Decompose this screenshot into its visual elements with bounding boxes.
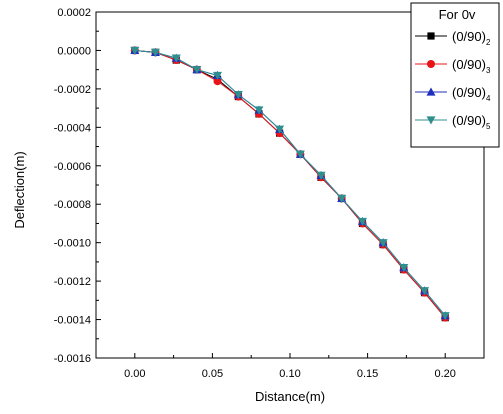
data-point — [233, 91, 243, 100]
x-tick-label: 0.20 — [434, 368, 455, 380]
y-tick-label: -0.0016 — [54, 353, 91, 365]
y-axis: 0.0002 0.0000 -0.0002 -0.0004 -0.0006 -0.0008… — [54, 7, 101, 365]
data-point — [192, 66, 202, 75]
series-line — [134, 49, 446, 317]
series-4 — [130, 45, 450, 320]
data-point — [378, 239, 388, 248]
y-tick-label: -0.0008 — [54, 199, 91, 211]
series-line — [134, 49, 446, 318]
legend-marker — [426, 116, 436, 125]
legend-marker — [427, 32, 435, 40]
legend-label: (0/90)3 — [452, 57, 491, 75]
y-tick-label: -0.0012 — [54, 276, 91, 288]
legend: For 0v (0/90)2 (0/90)3 (0/90)4 (0/90)5 — [410, 2, 500, 148]
data-point — [420, 287, 430, 296]
series-line — [134, 49, 446, 318]
data-point — [337, 194, 347, 203]
y-tick-label: -0.0010 — [54, 238, 91, 250]
legend-entry: (0/90)2 — [415, 29, 491, 47]
legend-box — [410, 2, 500, 148]
y-tick-label: 0.0000 — [57, 45, 91, 57]
series-3 — [130, 46, 450, 322]
series-layer — [130, 45, 450, 322]
y-tick-label: -0.0006 — [54, 161, 91, 173]
legend-entry: (0/90)3 — [415, 57, 491, 75]
data-point — [399, 264, 409, 273]
legend-marker — [426, 87, 436, 96]
data-point — [316, 171, 326, 180]
series-2 — [131, 46, 449, 322]
data-point — [275, 125, 285, 134]
x-tick-label: 0.05 — [202, 368, 223, 380]
legend-label: (0/90)5 — [452, 113, 491, 131]
data-point — [254, 106, 264, 115]
data-point — [357, 217, 367, 227]
y-tick-label: 0.0002 — [57, 7, 91, 19]
x-tick-label: 0.10 — [279, 368, 300, 380]
series-line — [134, 49, 446, 317]
y-tick-label: -0.0014 — [54, 315, 91, 327]
series-5 — [130, 46, 450, 321]
data-point — [295, 150, 305, 159]
y-tick-label: -0.0002 — [54, 84, 91, 96]
data-point — [171, 54, 181, 63]
data-point — [150, 48, 160, 57]
x-tick-label: 0.00 — [124, 368, 145, 380]
data-point — [213, 77, 222, 86]
y-tick-label: -0.0004 — [54, 122, 91, 134]
x-axis: 0.00 0.05 0.10 0.15 0.20 — [95, 353, 485, 380]
legend-marker — [427, 60, 435, 68]
x-axis-title: Distance(m) — [255, 389, 325, 404]
legend-label: (0/90)4 — [452, 85, 491, 103]
legend-entry: (0/90)4 — [415, 85, 491, 103]
legend-title: For 0v — [439, 7, 476, 22]
y-axis-title: Deflection(m) — [12, 151, 27, 228]
data-point — [440, 312, 450, 321]
data-point — [130, 46, 140, 55]
legend-label: (0/90)2 — [452, 29, 491, 47]
legend-entry: (0/90)5 — [415, 113, 491, 131]
data-point — [213, 71, 223, 80]
x-tick-label: 0.15 — [357, 368, 378, 380]
